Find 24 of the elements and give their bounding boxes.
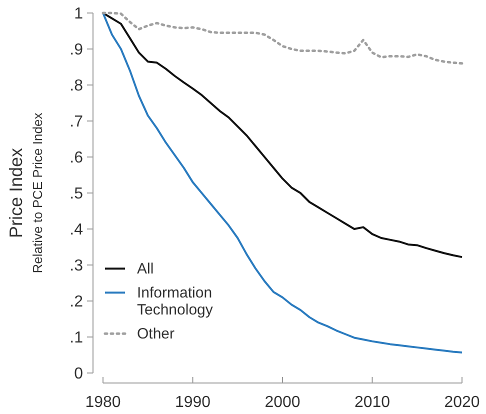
y-tick-label: .6 xyxy=(70,150,84,167)
y-tick-label: .2 xyxy=(70,294,84,311)
legend-label: All xyxy=(137,260,154,278)
text: Relative to PCE Price Index xyxy=(30,112,45,274)
y-tick-label: .4 xyxy=(70,222,84,239)
y-axis-title: Price Index xyxy=(6,148,26,238)
line-series xyxy=(102,12,464,65)
x-tick-label: 1980 xyxy=(85,394,121,411)
x-tick-label: 1990 xyxy=(174,394,211,411)
y-tick-label: .8 xyxy=(70,78,84,95)
legend-label: Information Technology xyxy=(137,284,214,319)
y-tick-label: 1 xyxy=(74,6,84,23)
y-tick-label: .5 xyxy=(70,186,84,203)
x-tick-label: 2020 xyxy=(444,394,480,411)
x-tick-label: 2010 xyxy=(354,394,390,411)
x-tick-label: 2000 xyxy=(264,394,300,411)
y-tick-label: .7 xyxy=(70,114,84,131)
y-tick-label: .9 xyxy=(70,42,84,59)
line-series xyxy=(102,12,463,354)
y-tick-label: 0 xyxy=(74,366,84,383)
y-tick-label: .1 xyxy=(70,330,84,347)
line-series xyxy=(102,12,463,258)
legend-label: Other xyxy=(137,326,175,343)
y-tick-label: .3 xyxy=(70,258,84,275)
